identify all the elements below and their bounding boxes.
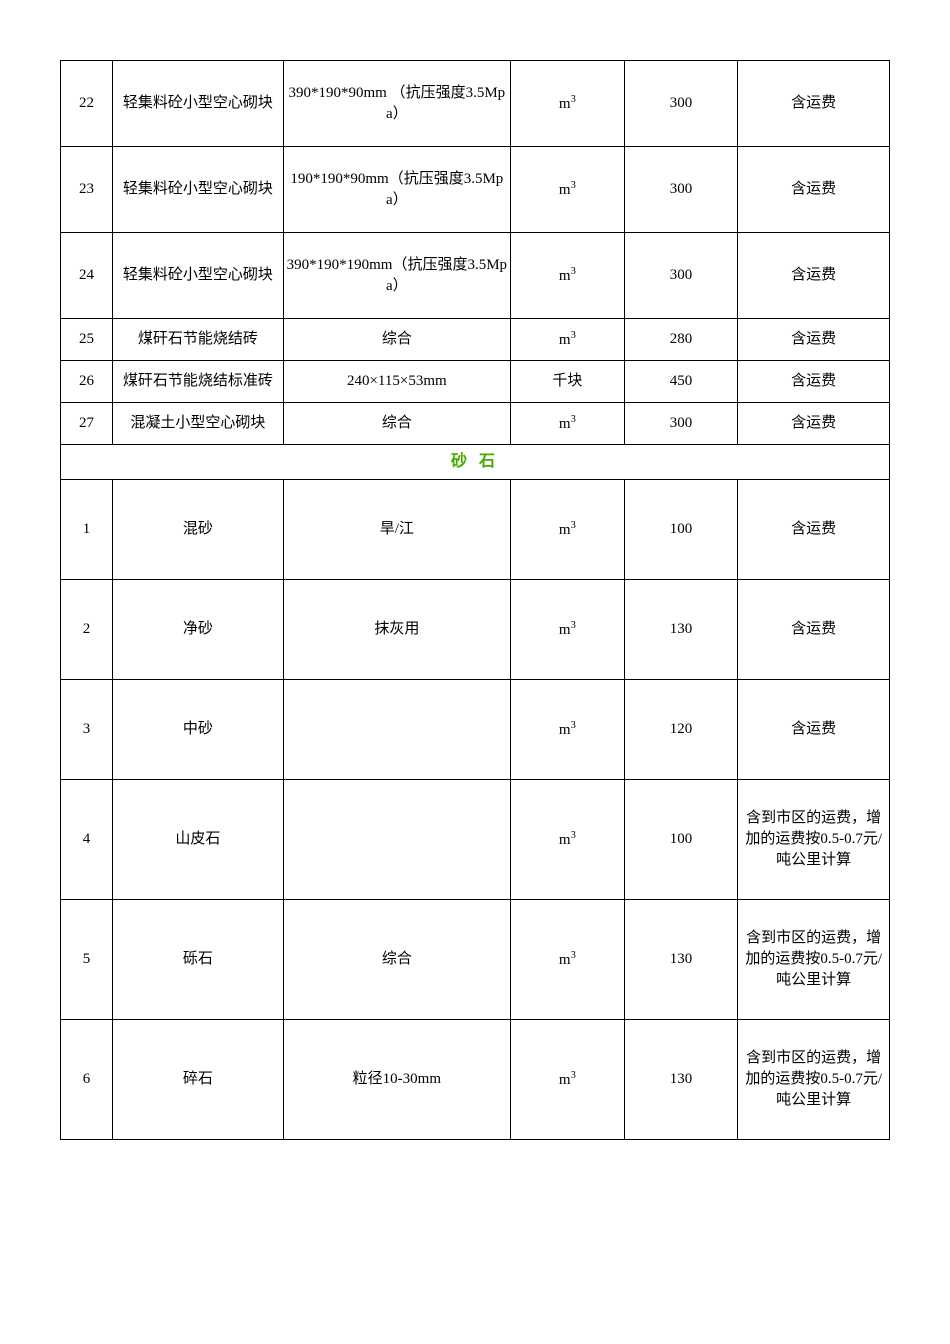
cell-note: 含运费 (738, 580, 890, 680)
cell-index: 4 (61, 780, 113, 900)
cell-index: 2 (61, 580, 113, 680)
table-body-sand: 1混砂旱/江m3100含运费2净砂抹灰用m3130含运费3中砂m3120含运费4… (61, 480, 890, 1140)
cell-name: 煤矸石节能烧结标准砖 (113, 361, 284, 403)
cell-spec: 240×115×53mm (283, 361, 510, 403)
cell-name: 中砂 (113, 680, 284, 780)
price-table: 22轻集料砼小型空心砌块390*190*90mm （抗压强度3.5Mpa）m33… (60, 60, 890, 1140)
cell-note: 含运费 (738, 480, 890, 580)
cell-spec: 综合 (283, 900, 510, 1020)
cell-spec (283, 780, 510, 900)
section-header-row: 砂 石 (61, 445, 890, 480)
cell-name: 轻集料砼小型空心砌块 (113, 61, 284, 147)
cell-name: 煤矸石节能烧结砖 (113, 319, 284, 361)
table-row: 6碎石粒径10-30mmm3130含到市区的运费，增加的运费按0.5-0.7元/… (61, 1020, 890, 1140)
cell-note: 含运费 (738, 233, 890, 319)
cell-unit: m3 (511, 319, 625, 361)
cell-spec: 综合 (283, 319, 510, 361)
cell-price: 450 (624, 361, 738, 403)
cell-unit: m3 (511, 480, 625, 580)
table-row: 2净砂抹灰用m3130含运费 (61, 580, 890, 680)
cell-price: 130 (624, 580, 738, 680)
cell-note: 含运费 (738, 403, 890, 445)
cell-spec: 旱/江 (283, 480, 510, 580)
cell-spec: 抹灰用 (283, 580, 510, 680)
cell-name: 轻集料砼小型空心砌块 (113, 147, 284, 233)
cell-unit: m3 (511, 580, 625, 680)
cell-index: 27 (61, 403, 113, 445)
cell-price: 100 (624, 480, 738, 580)
cell-note: 含运费 (738, 680, 890, 780)
table-row: 26煤矸石节能烧结标准砖240×115×53mm千块450含运费 (61, 361, 890, 403)
table-row: 5砾石综合m3130含到市区的运费，增加的运费按0.5-0.7元/吨公里计算 (61, 900, 890, 1020)
cell-spec: 390*190*190mm（抗压强度3.5Mpa） (283, 233, 510, 319)
cell-index: 1 (61, 480, 113, 580)
cell-unit: 千块 (511, 361, 625, 403)
cell-index: 25 (61, 319, 113, 361)
table-row: 25煤矸石节能烧结砖综合m3280含运费 (61, 319, 890, 361)
cell-note: 含到市区的运费，增加的运费按0.5-0.7元/吨公里计算 (738, 1020, 890, 1140)
section-header-sand-stone: 砂 石 (61, 445, 890, 480)
cell-unit: m3 (511, 403, 625, 445)
cell-price: 300 (624, 61, 738, 147)
cell-price: 120 (624, 680, 738, 780)
table-row: 4山皮石 m3100含到市区的运费，增加的运费按0.5-0.7元/吨公里计算 (61, 780, 890, 900)
table-row: 23轻集料砼小型空心砌块190*190*90mm（抗压强度3.5Mpa）m330… (61, 147, 890, 233)
cell-price: 300 (624, 147, 738, 233)
cell-price: 130 (624, 1020, 738, 1140)
cell-name: 碎石 (113, 1020, 284, 1140)
cell-unit: m3 (511, 900, 625, 1020)
cell-spec: 粒径10-30mm (283, 1020, 510, 1140)
cell-unit: m3 (511, 780, 625, 900)
cell-name: 混砂 (113, 480, 284, 580)
cell-index: 24 (61, 233, 113, 319)
table-row: 1混砂旱/江m3100含运费 (61, 480, 890, 580)
cell-name: 混凝土小型空心砌块 (113, 403, 284, 445)
cell-name: 山皮石 (113, 780, 284, 900)
cell-unit: m3 (511, 233, 625, 319)
cell-index: 22 (61, 61, 113, 147)
cell-note: 含到市区的运费，增加的运费按0.5-0.7元/吨公里计算 (738, 900, 890, 1020)
cell-note: 含运费 (738, 147, 890, 233)
cell-spec: 390*190*90mm （抗压强度3.5Mpa） (283, 61, 510, 147)
cell-name: 净砂 (113, 580, 284, 680)
cell-price: 300 (624, 403, 738, 445)
cell-unit: m3 (511, 147, 625, 233)
cell-price: 100 (624, 780, 738, 900)
table-row: 24轻集料砼小型空心砌块390*190*190mm（抗压强度3.5Mpa）m33… (61, 233, 890, 319)
cell-note: 含运费 (738, 61, 890, 147)
cell-unit: m3 (511, 680, 625, 780)
cell-note: 含运费 (738, 319, 890, 361)
cell-index: 23 (61, 147, 113, 233)
table-row: 27混凝土小型空心砌块综合m3300含运费 (61, 403, 890, 445)
cell-note: 含到市区的运费，增加的运费按0.5-0.7元/吨公里计算 (738, 780, 890, 900)
cell-price: 300 (624, 233, 738, 319)
cell-name: 轻集料砼小型空心砌块 (113, 233, 284, 319)
cell-unit: m3 (511, 61, 625, 147)
cell-price: 280 (624, 319, 738, 361)
cell-unit: m3 (511, 1020, 625, 1140)
cell-spec: 综合 (283, 403, 510, 445)
cell-name: 砾石 (113, 900, 284, 1020)
table-row: 3中砂 m3120含运费 (61, 680, 890, 780)
cell-spec: 190*190*90mm（抗压强度3.5Mpa） (283, 147, 510, 233)
cell-price: 130 (624, 900, 738, 1020)
cell-index: 6 (61, 1020, 113, 1140)
cell-index: 5 (61, 900, 113, 1020)
cell-index: 26 (61, 361, 113, 403)
table-row: 22轻集料砼小型空心砌块390*190*90mm （抗压强度3.5Mpa）m33… (61, 61, 890, 147)
cell-spec (283, 680, 510, 780)
cell-index: 3 (61, 680, 113, 780)
cell-note: 含运费 (738, 361, 890, 403)
table-body-top: 22轻集料砼小型空心砌块390*190*90mm （抗压强度3.5Mpa）m33… (61, 61, 890, 445)
